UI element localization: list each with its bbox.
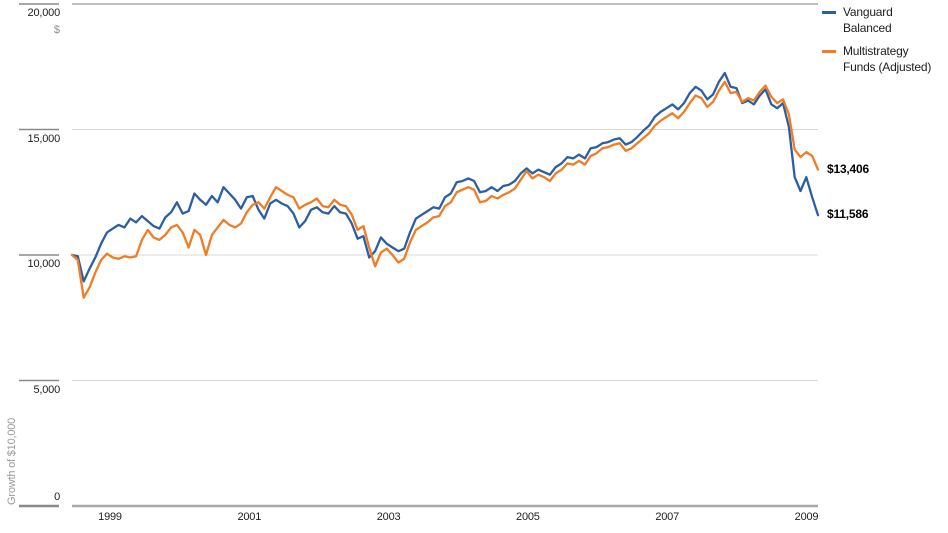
y-axis-tick-label-20000: 20,000 [27, 7, 61, 19]
currency-symbol-label: $ [53, 24, 60, 36]
series-line-multistrategy-funds-adjusted [70, 80, 820, 299]
x-axis-tick-label-1999: 1999 [98, 511, 122, 523]
end-value-multistrategy-funds-adjusted: $13,406 [827, 161, 869, 176]
legend: Vanguard Balanced Multistrategy Funds (Ad… [822, 4, 946, 82]
legend-swatch-multistrategy-funds-adjusted-icon [822, 50, 836, 53]
end-value-vanguard-balanced: $11,586 [827, 207, 869, 222]
series-line-vanguard-balanced [70, 71, 820, 283]
x-axis-tick-label-2005: 2005 [516, 511, 540, 523]
line-layer [70, 71, 820, 299]
legend-item-multistrategy-funds-adjusted: Multistrategy Funds (Adjusted) [822, 43, 946, 75]
y-axis-tick-label-10000: 10,000 [27, 258, 61, 270]
y-axis-tick-label-5000: 5,000 [33, 383, 60, 396]
y-axis-title: Growth of $10,000 [6, 418, 18, 505]
x-axis-tick-label-2003: 2003 [376, 511, 401, 523]
x-axis-tick-label-2007: 2007 [655, 511, 680, 523]
legend-label-vanguard-balanced: Vanguard Balanced [843, 5, 893, 35]
x-axis-tick-label-2009: 2009 [794, 511, 819, 523]
y-axis-tick-label-0: 0 [54, 491, 60, 503]
y-axis-tick-label-15000: 15,000 [27, 132, 61, 145]
legend-label-multistrategy-funds-adjusted: Multistrategy Funds (Adjusted) [843, 44, 932, 74]
x-axis-tick-label-2001: 2001 [237, 511, 262, 523]
grid-layer [19, 3, 818, 508]
legend-swatch-vanguard-balanced-icon [822, 11, 836, 14]
legend-item-vanguard-balanced: Vanguard Balanced [822, 4, 946, 36]
